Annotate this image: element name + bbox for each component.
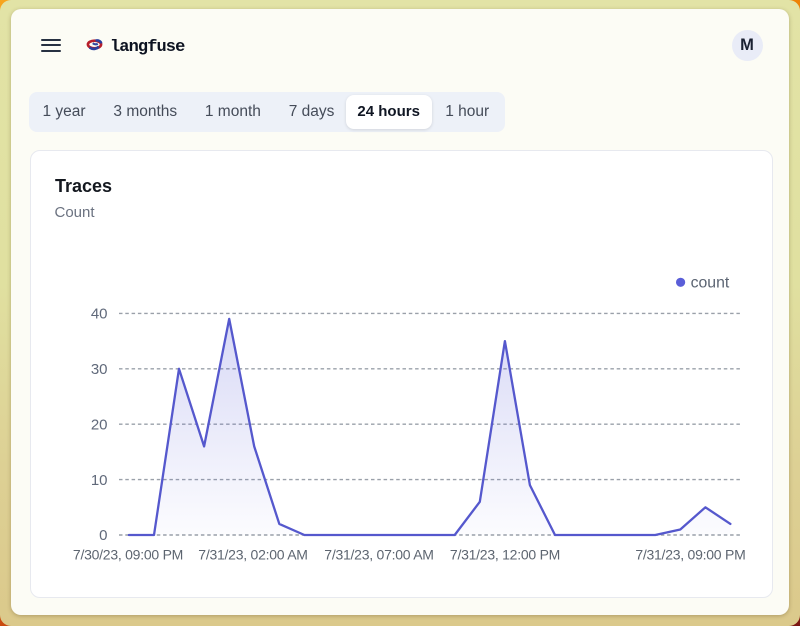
- svg-text:40: 40: [91, 306, 108, 323]
- svg-text:0: 0: [99, 527, 107, 544]
- svg-text:7/31/23, 07:00 AM: 7/31/23, 07:00 AM: [324, 547, 433, 563]
- svg-text:10: 10: [91, 472, 108, 489]
- svg-text:20: 20: [91, 416, 108, 433]
- svg-text:7/31/23, 12:00 PM: 7/31/23, 12:00 PM: [450, 547, 560, 563]
- svg-text:7/31/23, 09:00 PM: 7/31/23, 09:00 PM: [635, 547, 745, 563]
- svg-text:7/31/23, 02:00 AM: 7/31/23, 02:00 AM: [198, 547, 307, 563]
- svg-text:count: count: [691, 275, 730, 292]
- svg-text:30: 30: [91, 361, 108, 378]
- svg-text:7/30/23, 09:00 PM: 7/30/23, 09:00 PM: [73, 547, 183, 563]
